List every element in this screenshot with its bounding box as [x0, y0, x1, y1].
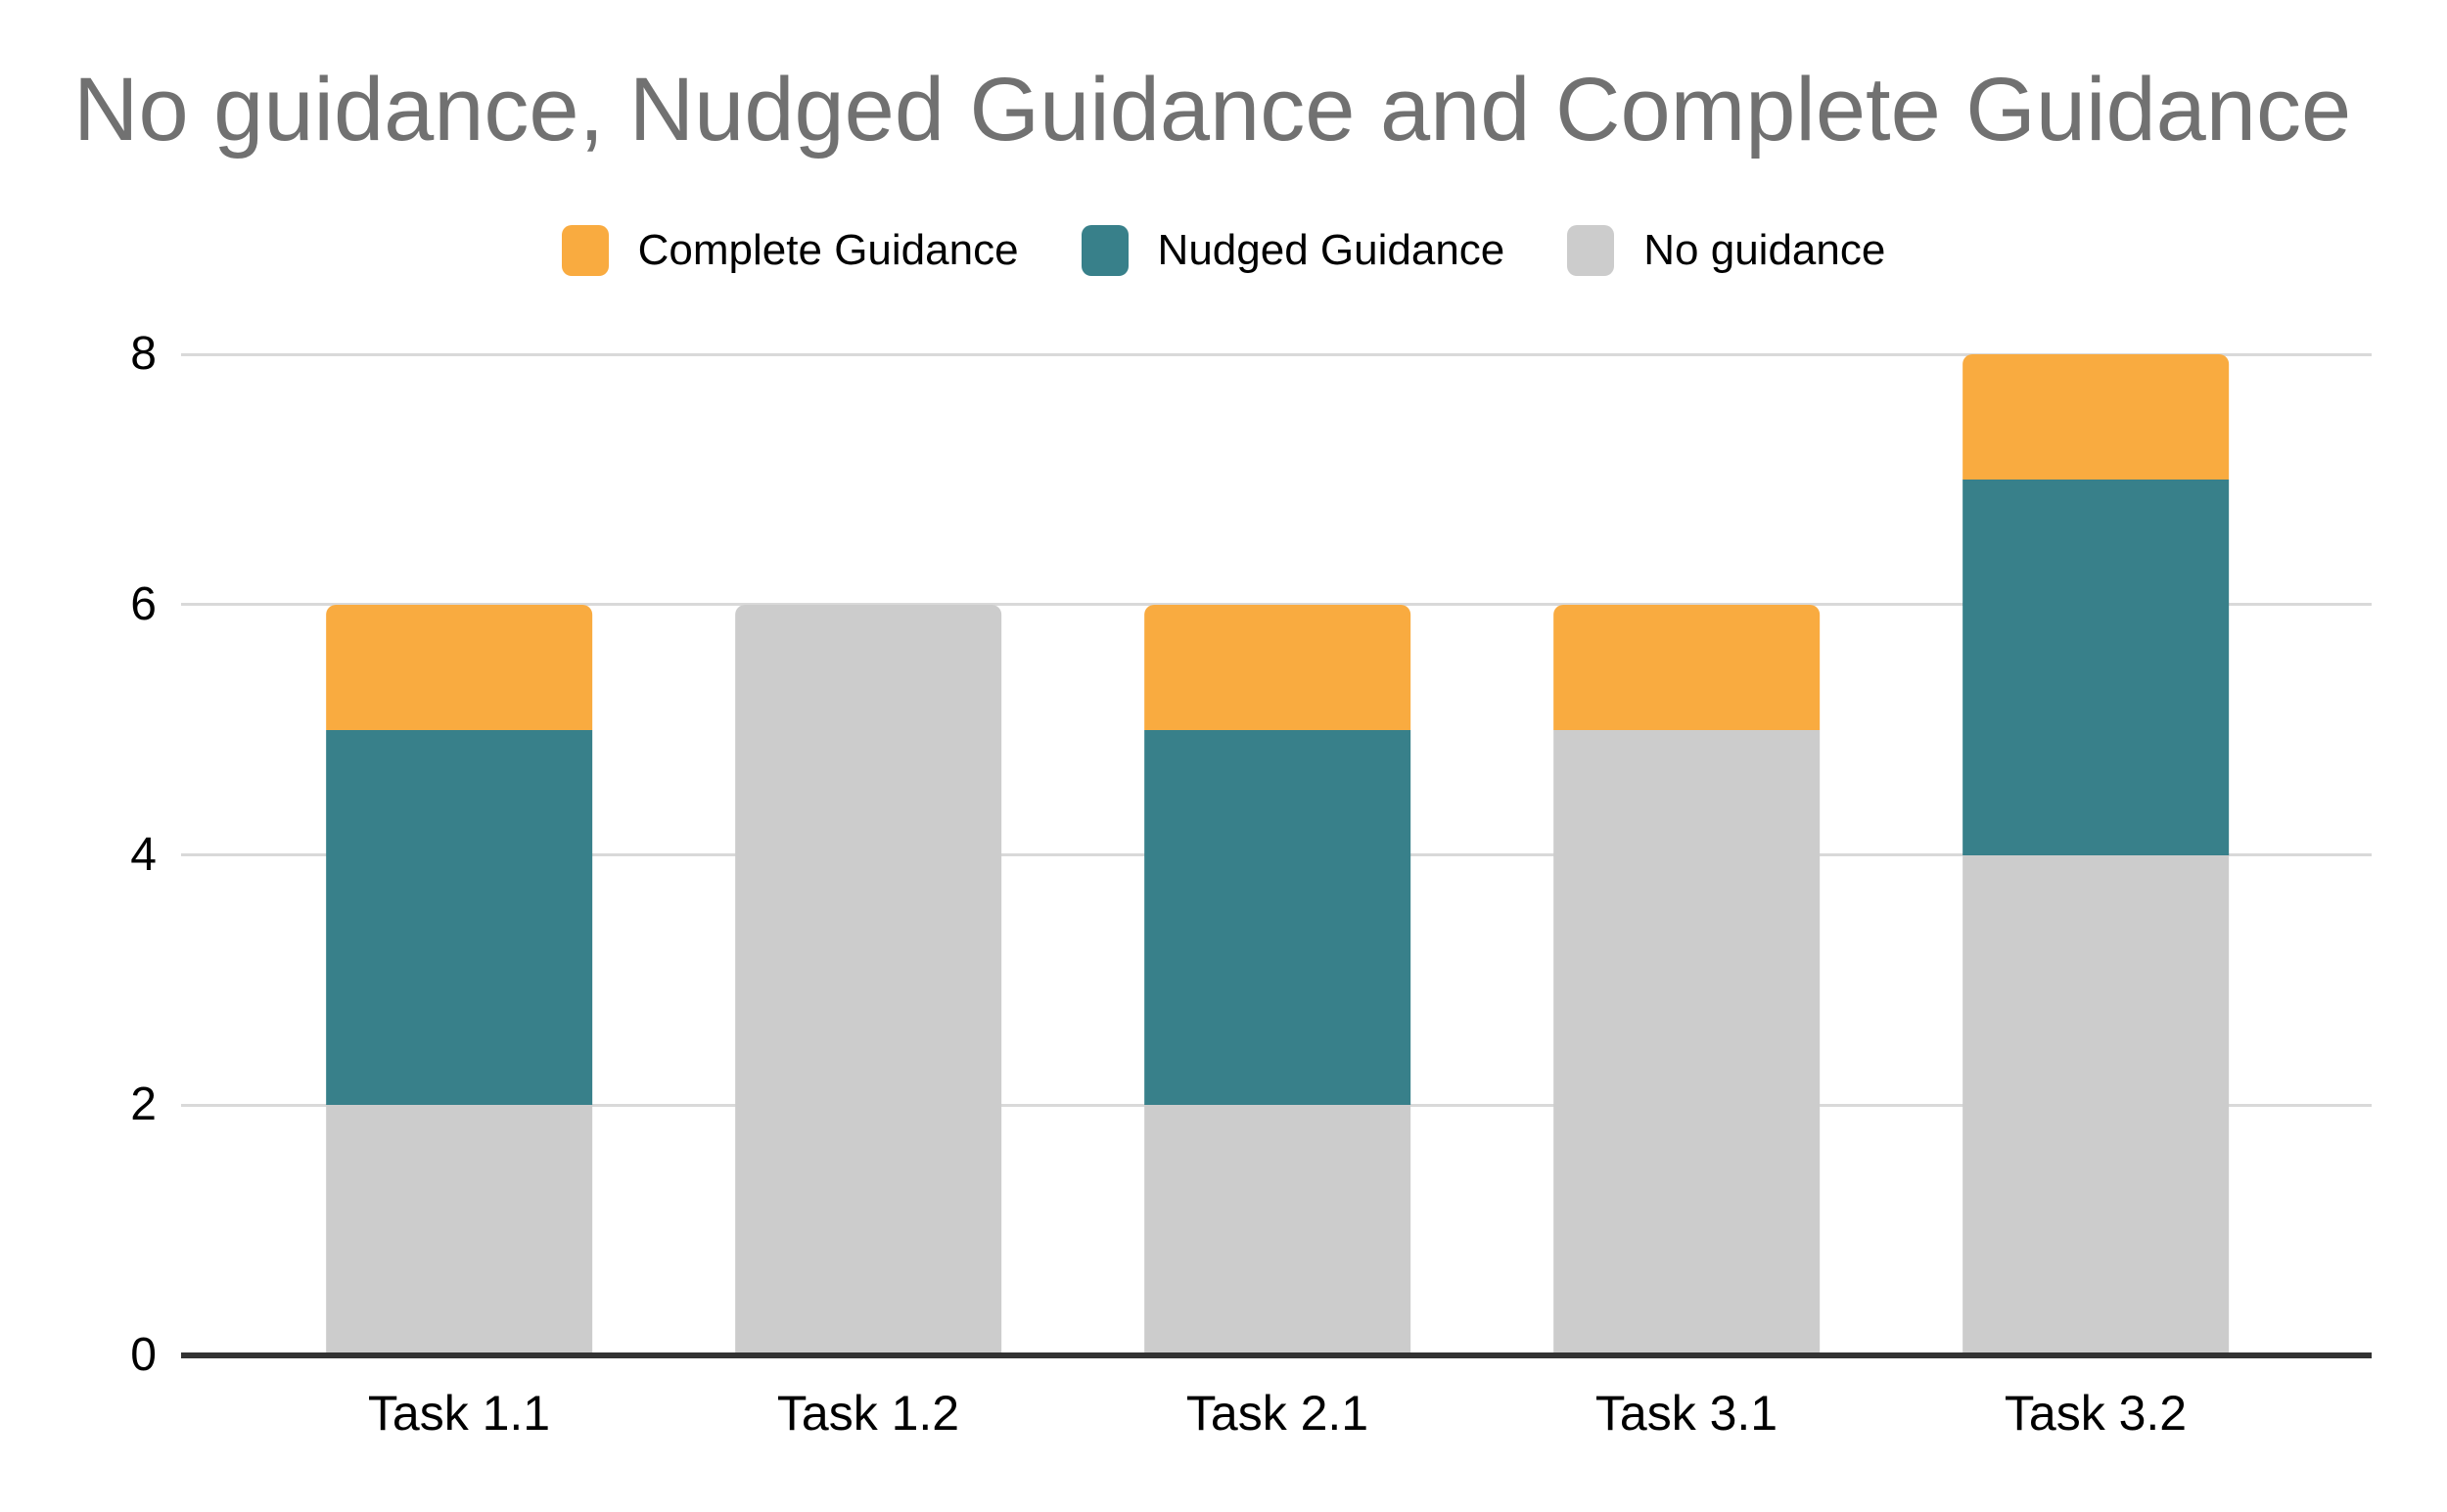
- y-tick-label-8: 8: [130, 328, 157, 380]
- y-tick-label-0: 0: [130, 1329, 157, 1381]
- bar-segment-task-1-1-no-guidance: [326, 1105, 592, 1355]
- bar-segment-task-3-2-no-guidance: [1962, 854, 2229, 1355]
- legend-label-nudged-guidance: Nudged Guidance: [1157, 226, 1505, 274]
- stacked-bar-task-1-2: [735, 354, 1001, 1355]
- bar-segment-task-2-1-no-guidance: [1144, 1105, 1410, 1355]
- bar-segment-task-3-2-complete-guidance: [1962, 354, 2229, 480]
- bar-segment-task-1-2-no-guidance: [735, 604, 1001, 1355]
- legend-swatch-no-guidance: [1567, 225, 1615, 276]
- x-axis-line: [181, 1352, 2372, 1358]
- legend-item-complete-guidance: Complete Guidance: [561, 225, 1019, 276]
- x-tick-label-task-1-1: Task 1.1: [367, 1386, 551, 1441]
- category-band-task-1-2: [664, 354, 1073, 1355]
- stacked-bar-task-3-2: [1962, 354, 2229, 1355]
- legend: Complete Guidance Nudged Guidance No guida…: [0, 221, 2447, 280]
- bar-segment-task-2-1-complete-guidance: [1144, 604, 1410, 730]
- bar-segment-task-3-1-complete-guidance: [1553, 604, 1820, 730]
- legend-item-nudged-guidance: Nudged Guidance: [1081, 225, 1505, 276]
- x-tick-label-task-3-2: Task 3.2: [2004, 1386, 2188, 1441]
- y-tick-label-4: 4: [130, 828, 157, 881]
- legend-swatch-complete-guidance: [561, 225, 609, 276]
- category-band-task-1-1: [254, 354, 664, 1355]
- bars-area: [254, 354, 2300, 1355]
- x-tick-label-task-3-1: Task 3.1: [1594, 1386, 1778, 1441]
- gridline-8: [181, 352, 2372, 356]
- legend-swatch-nudged-guidance: [1081, 225, 1129, 276]
- x-axis-labels: Task 1.1 Task 1.2 Task 2.1 Task 3.1 Task 3.2: [254, 1385, 2300, 1442]
- y-tick-label-2: 2: [130, 1078, 157, 1131]
- bar-segment-task-2-1-nudged-guidance: [1144, 729, 1410, 1106]
- category-band-task-3-2: [1891, 354, 2300, 1355]
- bar-segment-task-3-2-nudged-guidance: [1962, 479, 2229, 855]
- x-tick-label-task-2-1: Task 2.1: [1185, 1386, 1369, 1441]
- legend-item-no-guidance: No guidance: [1567, 225, 1885, 276]
- legend-label-no-guidance: No guidance: [1643, 226, 1886, 274]
- y-tick-label-6: 6: [130, 577, 157, 630]
- chart-title: No guidance, Nudged Guidance and Complet…: [73, 60, 2352, 160]
- stacked-bar-task-3-1: [1553, 354, 1820, 1355]
- category-band-task-2-1: [1073, 354, 1482, 1355]
- y-axis-labels: 0 2 4 6 8: [0, 331, 157, 1379]
- x-tick-label-task-1-2: Task 1.2: [776, 1386, 960, 1441]
- stacked-bar-task-2-1: [1144, 354, 1410, 1355]
- stacked-bar-task-1-1: [326, 354, 592, 1355]
- legend-label-complete-guidance: Complete Guidance: [637, 226, 1019, 274]
- bar-segment-task-1-1-nudged-guidance: [326, 729, 592, 1106]
- bar-segment-task-3-1-no-guidance: [1553, 729, 1820, 1355]
- bar-segment-task-1-1-complete-guidance: [326, 604, 592, 730]
- category-band-task-3-1: [1482, 354, 1891, 1355]
